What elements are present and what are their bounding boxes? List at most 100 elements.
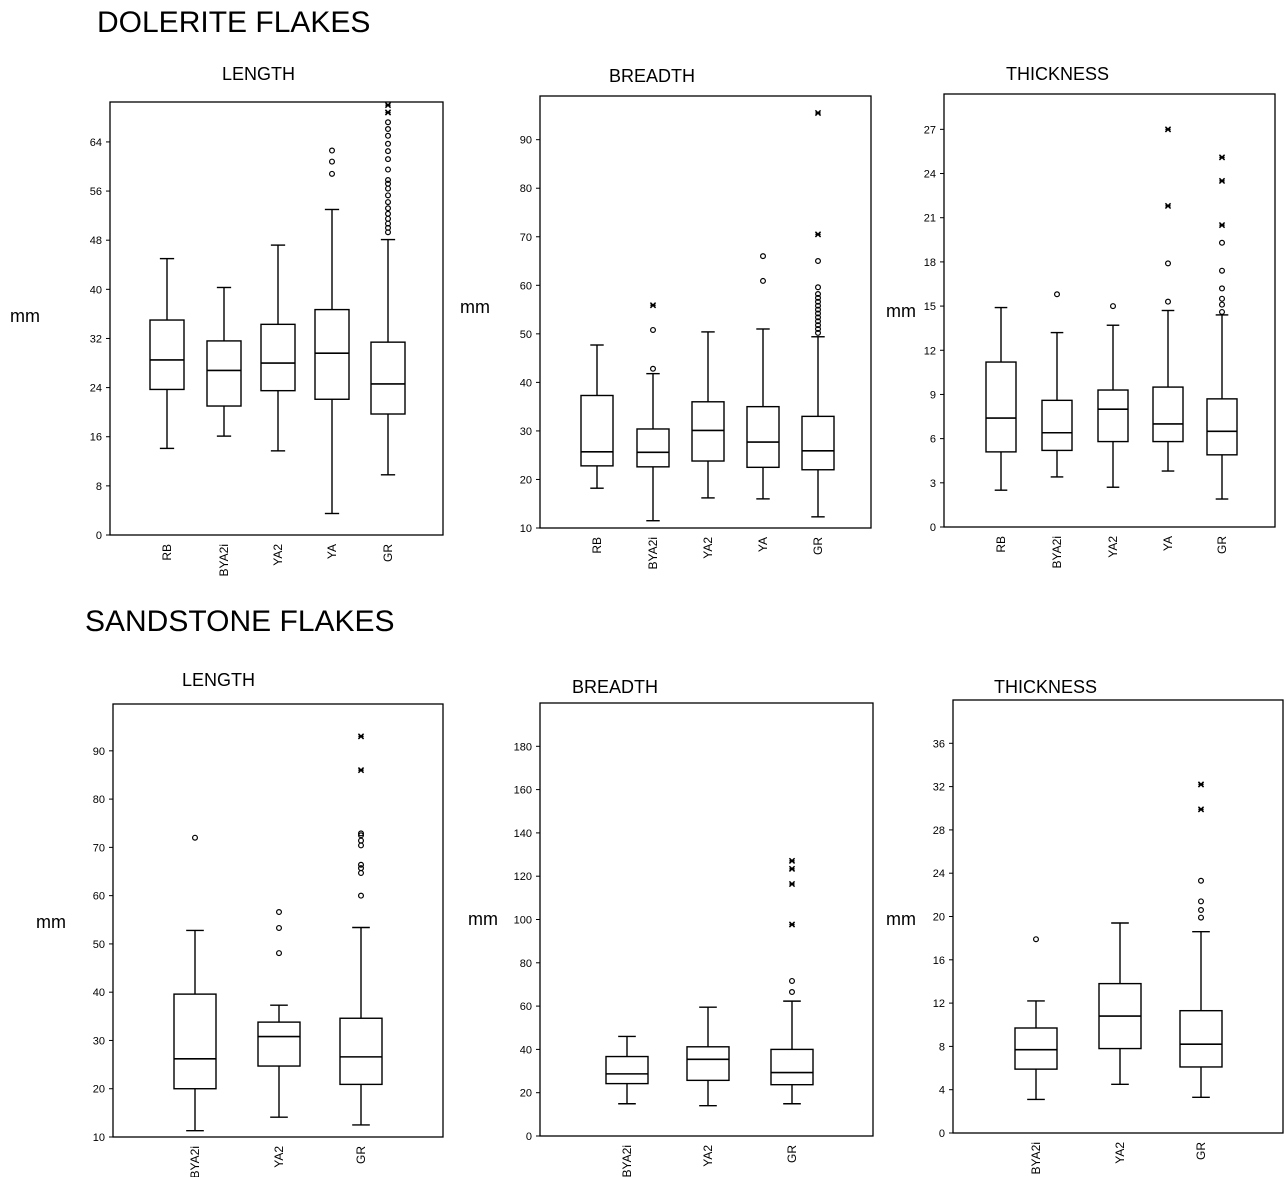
y-tick-label: 16 — [90, 432, 102, 444]
box-bya2i — [206, 286, 242, 437]
category-label: GR — [1215, 536, 1229, 554]
panel-dolerite-breadth: BREADTH mm 10 20 30 40 50 60 70 80 90 RB BYA2i YA2 YA G… — [460, 66, 872, 569]
box-bya2i — [605, 1035, 649, 1105]
y-tick-label: 20 — [933, 912, 945, 924]
iqr-box — [314, 308, 350, 400]
y-tick-label: 15 — [924, 301, 936, 313]
iqr-box — [985, 361, 1017, 453]
extreme-point — [1164, 126, 1172, 133]
category-label: RB — [994, 536, 1008, 553]
category-label: GR — [1194, 1142, 1208, 1160]
outlier-point — [1218, 301, 1225, 308]
category-label: BYA2i — [1029, 1142, 1043, 1174]
y-tick-label: 60 — [520, 280, 532, 292]
y-tick-label: 50 — [520, 329, 532, 341]
iqr-box — [801, 415, 835, 471]
y-tick-label: 9 — [930, 389, 936, 401]
outlier-point — [385, 215, 392, 222]
box-ya2 — [1097, 303, 1129, 488]
y-tick-label: 27 — [924, 124, 936, 136]
category-label: BYA2i — [1050, 536, 1064, 568]
outlier-point — [385, 148, 392, 155]
y-tick-label: 0 — [930, 522, 936, 534]
iqr-box — [1097, 389, 1129, 443]
outlier-point — [759, 277, 766, 284]
y-tick-label: 12 — [933, 998, 945, 1010]
extreme-point — [1218, 177, 1226, 185]
y-axis-label: mm — [886, 301, 916, 321]
y-tick-label: 20 — [520, 1088, 532, 1100]
outlier-point — [1218, 239, 1225, 246]
y-tick-label: 60 — [520, 1001, 532, 1013]
y-tick-label: 32 — [90, 333, 102, 345]
outlier-point — [358, 869, 365, 876]
box-rb — [985, 306, 1017, 491]
y-tick-label: 21 — [924, 213, 936, 225]
y-tick-label: 90 — [520, 135, 532, 147]
outlier-point — [385, 166, 392, 173]
box-gr — [801, 109, 835, 518]
outlier-point — [192, 834, 199, 841]
outlier-point — [329, 158, 336, 165]
outlier-point — [358, 861, 365, 868]
y-tick-label: 50 — [93, 939, 105, 951]
box-ya2 — [257, 909, 301, 1118]
outlier-point — [385, 192, 392, 199]
iqr-box — [770, 1048, 814, 1086]
y-tick-label: 160 — [514, 785, 532, 797]
y-tick-label: 40 — [520, 1044, 532, 1056]
y-tick-label: 24 — [924, 169, 936, 181]
box-gr — [1179, 781, 1223, 1098]
y-tick-label: 16 — [933, 955, 945, 967]
plot-frame — [109, 101, 444, 536]
extreme-point — [814, 231, 822, 238]
outlier-point — [788, 977, 795, 984]
y-tick-label: 8 — [96, 481, 102, 493]
box-bya2i — [636, 302, 670, 522]
outlier-point — [788, 989, 795, 996]
category-label: GR — [381, 544, 395, 562]
y-tick-label: 120 — [514, 871, 532, 883]
iqr-box — [691, 401, 725, 462]
y-axis-label: mm — [468, 909, 498, 929]
box-gr — [339, 733, 383, 1126]
y-tick-label: 30 — [520, 426, 532, 438]
outlier-point — [1197, 907, 1204, 914]
y-tick-label: 60 — [93, 891, 105, 903]
extreme-point — [357, 733, 365, 740]
y-tick-label: 10 — [93, 1132, 105, 1144]
plot-frame — [943, 93, 1276, 528]
y-tick-label: 18 — [924, 257, 936, 269]
outlier-point — [385, 132, 392, 139]
extreme-point — [1218, 221, 1226, 229]
extreme-point — [1197, 781, 1205, 788]
box-gr — [370, 101, 406, 476]
category-label: YA2 — [271, 544, 285, 566]
box-ya2 — [691, 331, 725, 499]
panel-dolerite-length: LENGTH mm 0 8 16 24 32 40 48 56 64 RB BYA2i YA2 YA GR — [10, 64, 444, 576]
outlier-point — [358, 832, 365, 839]
outlier-point — [1109, 303, 1116, 310]
iqr-box — [206, 340, 242, 407]
extreme-point — [788, 857, 796, 864]
category-label: BYA2i — [217, 544, 231, 576]
outlier-point — [814, 306, 821, 313]
y-tick-label: 80 — [93, 794, 105, 806]
iqr-box — [686, 1046, 730, 1082]
y-tick-label: 90 — [93, 746, 105, 758]
y-tick-label: 30 — [93, 1035, 105, 1047]
iqr-box — [149, 319, 185, 391]
box-bya2i — [1041, 291, 1073, 478]
box-ya2 — [260, 244, 296, 452]
outlier-point — [814, 302, 821, 309]
outlier-point — [385, 156, 392, 163]
y-tick-label: 28 — [933, 825, 945, 837]
box-rb — [580, 344, 614, 489]
outlier-point — [814, 310, 821, 317]
y-axis-label: mm — [886, 909, 916, 929]
outlier-point — [814, 294, 821, 301]
y-tick-label: 48 — [90, 235, 102, 247]
panel-sandstone-breadth: BREADTH mm 0 20 40 60 80 100 120 140 160 180 BYA2i YA… — [468, 677, 874, 1177]
box-bya2i — [173, 834, 217, 1132]
